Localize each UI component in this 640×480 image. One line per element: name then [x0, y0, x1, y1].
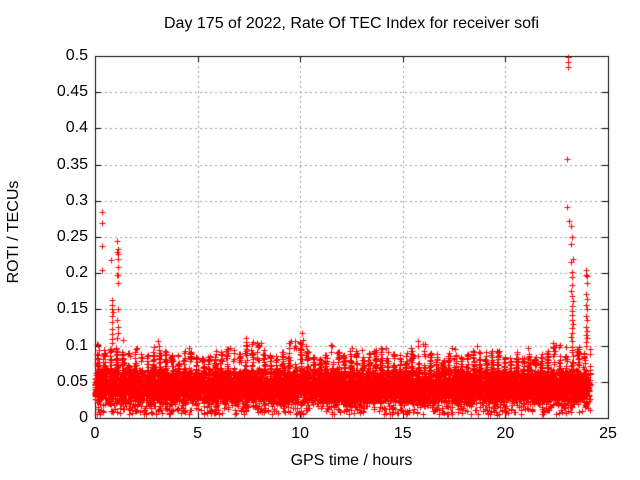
y-tick-label: 0.05 — [56, 372, 88, 390]
x-tick-label: 25 — [599, 425, 617, 442]
y-tick-label: 0.35 — [56, 155, 88, 173]
x-axis-label: GPS time / hours — [290, 452, 413, 469]
x-tick-label: 5 — [193, 425, 203, 442]
y-tick-label: 0.3 — [65, 191, 88, 209]
y-tick-label: 0 — [79, 409, 88, 426]
x-tick-label: 10 — [291, 425, 310, 442]
y-tick-label: 0.1 — [65, 336, 88, 354]
x-tick-label: 15 — [393, 425, 412, 442]
y-tick-label: 0.2 — [65, 264, 88, 282]
y-tick-label: 0.4 — [65, 119, 88, 137]
y-tick-label: 0.25 — [56, 228, 88, 245]
y-tick-label: 0.5 — [65, 47, 88, 64]
chart-title: Day 175 of 2022, Rate Of TEC Index for r… — [164, 15, 539, 32]
y-tick-label: 0.45 — [56, 83, 88, 101]
y-tick-label: 0.15 — [56, 300, 88, 318]
x-tick-label: 20 — [496, 425, 515, 442]
x-tick-label: 0 — [90, 425, 100, 442]
